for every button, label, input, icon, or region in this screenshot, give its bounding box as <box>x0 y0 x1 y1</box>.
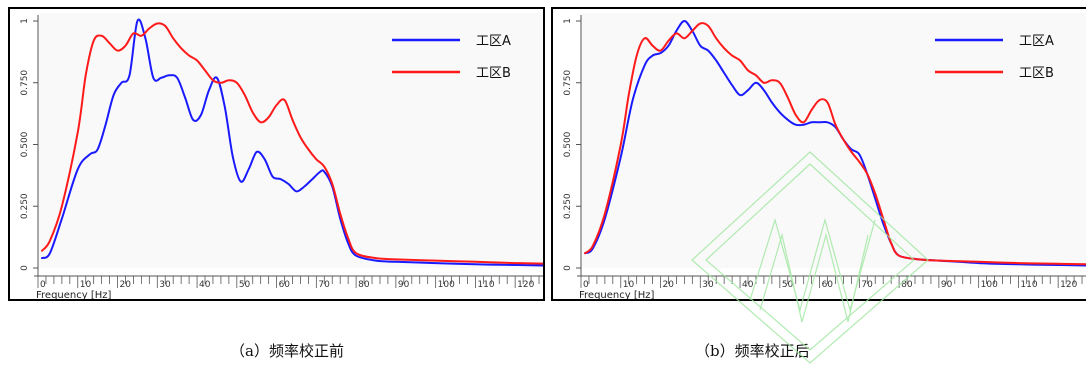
y-tick-label: 0.500 <box>20 131 30 157</box>
x-tick-label: 20 <box>120 280 132 290</box>
legend-label: 工区B <box>1019 66 1054 81</box>
chart-panel-a: 0 0.250 0.500 0.750 1 0 10 20 30 40 50 60 70 80 90 100 1… <box>8 7 545 301</box>
x-tick-label: 10 <box>80 280 92 290</box>
x-axis-label: Frequency [Hz] <box>579 290 655 299</box>
x-tick-label: 0 <box>40 280 46 290</box>
caption-b: （b）频率校正后 <box>695 342 810 360</box>
legend-label: 工区A <box>476 34 511 49</box>
x-tick-label: 90 <box>398 280 410 290</box>
legend-label: 工区A <box>1019 34 1054 49</box>
watermark-logo <box>691 151 929 364</box>
x-tick-label: 40 <box>199 280 211 290</box>
caption-a: （a）频率校正前 <box>230 342 344 360</box>
y-tick-label: 0.750 <box>20 70 30 96</box>
x-tick-label: 80 <box>901 280 913 290</box>
x-tick-label: 30 <box>702 280 714 290</box>
y-tick-label: 0.500 <box>563 131 573 157</box>
legend-label: 工区B <box>476 66 511 81</box>
x-tick-label: 100 <box>981 280 998 290</box>
y-tick-label: 0 <box>563 265 573 271</box>
x-tick-label: 0 <box>583 280 589 290</box>
y-tick-label: 0.250 <box>563 193 573 219</box>
x-axis-label: Frequency [Hz] <box>36 290 112 299</box>
x-tick-label: 50 <box>782 280 794 290</box>
series-line-b <box>41 22 543 265</box>
plot-area <box>581 13 1086 268</box>
x-tick-label: 80 <box>358 280 370 290</box>
x-tick-label: 60 <box>822 280 834 290</box>
y-tick-label: 1 <box>20 18 30 24</box>
y-tick-label: 0.250 <box>20 193 30 219</box>
plot-area <box>38 13 543 268</box>
x-tick-label: 30 <box>159 280 171 290</box>
x-tick-label: 20 <box>663 280 675 290</box>
x-tick-label: 70 <box>318 280 330 290</box>
x-tick-label: 110 <box>477 280 494 290</box>
x-tick-label: 50 <box>239 280 251 290</box>
x-tick-label: 110 <box>1020 280 1037 290</box>
x-tick-label: 120 <box>517 280 534 290</box>
y-tick-label: 0.750 <box>563 70 573 96</box>
x-tick-label: 100 <box>438 280 455 290</box>
x-tick-label: 120 <box>1060 280 1077 290</box>
x-tick-label: 70 <box>861 280 873 290</box>
y-tick-label: 0 <box>20 265 30 271</box>
series-line-a <box>41 18 543 267</box>
chart-panel-b: 0 0.250 0.500 0.750 1 0 10 20 30 40 50 60 70 80 90 100 1… <box>551 7 1086 301</box>
x-tick-label: 90 <box>941 280 953 290</box>
x-tick-label: 10 <box>623 280 635 290</box>
x-tick-label: 60 <box>279 280 291 290</box>
x-tick-label: 40 <box>742 280 754 290</box>
y-tick-label: 1 <box>563 18 573 24</box>
